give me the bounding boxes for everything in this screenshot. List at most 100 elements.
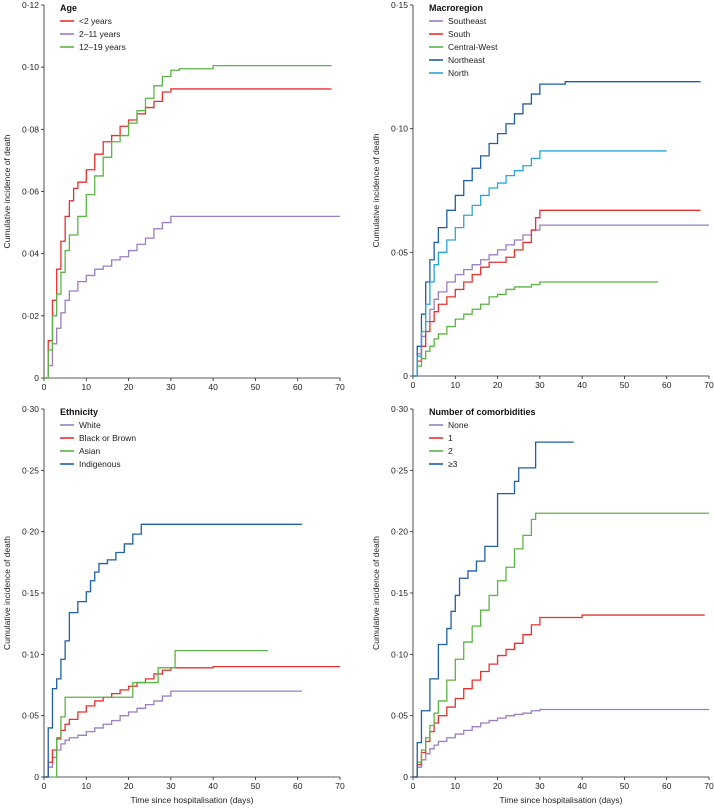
- chart-age: 0 0·02 0·04 0·06 0·08 0·10 0·12 0 10 20 30 40 50 60 70…: [2, 0, 345, 392]
- series-line-0: [413, 224, 709, 377]
- y-tick-label: 0·15: [22, 588, 39, 598]
- y-tick-label: 0·10: [391, 124, 408, 134]
- chart-macroregion: 0 0·05 0·10 0·15 0 10 20 30 40 50 60 70 Cumulative i…: [371, 0, 714, 390]
- series-line-1: [44, 215, 340, 379]
- x-tick-label: 70: [335, 781, 345, 791]
- y-tick-label: 0: [34, 373, 39, 383]
- x-tick-label: 30: [535, 781, 545, 791]
- x-tick-label: 20: [493, 781, 503, 791]
- x-tick-label: 40: [208, 382, 218, 392]
- x-tick-label: 30: [166, 382, 176, 392]
- x-tick-label: 60: [293, 382, 303, 392]
- series-line-2: [44, 64, 332, 379]
- y-tick-label: 0·20: [22, 527, 39, 537]
- series-line-3: [44, 523, 302, 778]
- x-tick-label: 40: [208, 781, 218, 791]
- legend-label: 1: [448, 433, 453, 443]
- x-tick-label: 40: [577, 781, 587, 791]
- y-tick-label: 0: [403, 772, 408, 782]
- y-tick-label: 0·02: [22, 311, 39, 321]
- y-tick-label: 0·10: [22, 62, 39, 72]
- x-tick-label: 50: [620, 781, 630, 791]
- x-tick-label: 60: [662, 380, 672, 390]
- legend-label: ≥3: [448, 459, 458, 469]
- x-tick-label: 50: [251, 781, 261, 791]
- legend-label: Asian: [79, 446, 101, 456]
- legend-label: Indigenous: [79, 459, 121, 469]
- y-tick-label: 0·05: [22, 711, 39, 721]
- legend-label: White: [79, 420, 101, 430]
- legend-label: South: [448, 29, 470, 39]
- x-tick-label: 10: [451, 380, 461, 390]
- x-tick-label: 70: [335, 382, 345, 392]
- legend-label: Black or Brown: [79, 433, 136, 443]
- x-tick-label: 10: [82, 781, 92, 791]
- legend-title: Age: [60, 3, 77, 13]
- x-tick-label: 20: [493, 380, 503, 390]
- x-tick-label: 0: [411, 781, 416, 791]
- legend-title: Macroregion: [429, 3, 483, 13]
- x-tick-label: 10: [82, 382, 92, 392]
- x-tick-label: 10: [451, 781, 461, 791]
- x-tick-label: 60: [293, 781, 303, 791]
- y-tick-label: 0·25: [391, 465, 408, 475]
- legend-title: Number of comorbidities: [429, 407, 536, 417]
- y-tick-label: 0·12: [22, 0, 39, 10]
- y-tick-label: 0·25: [22, 465, 39, 475]
- x-tick-label: 20: [124, 382, 134, 392]
- chart-ethnicity: 0 0·05 0·10 0·15 0·20 0·25 0·30 0 10 20 30 40 50 60 70…: [2, 404, 345, 805]
- series-line-2: [413, 512, 709, 778]
- y-tick-label: 0·30: [391, 404, 408, 414]
- x-tick-label: 20: [124, 781, 134, 791]
- legend-label: <2 years: [79, 16, 112, 26]
- x-tick-label: 50: [251, 382, 261, 392]
- x-tick-label: 0: [411, 380, 416, 390]
- x-tick-label: 40: [577, 380, 587, 390]
- series-line-3: [413, 81, 701, 377]
- series-line-2: [44, 650, 269, 778]
- legend-title: Ethnicity: [60, 407, 98, 417]
- y-tick-label: 0·04: [22, 249, 39, 259]
- y-tick-label: 0: [403, 371, 408, 381]
- legend-label: Southeast: [448, 16, 487, 26]
- x-tick-label: 70: [704, 781, 714, 791]
- y-tick-label: 0·20: [391, 527, 408, 537]
- x-tick-label: 60: [662, 781, 672, 791]
- y-tick-label: 0·05: [391, 711, 408, 721]
- legend-label: 2–11 years: [79, 29, 120, 39]
- series-line-3: [413, 441, 574, 778]
- y-tick-label: 0·05: [391, 247, 408, 257]
- y-tick-label: 0·30: [22, 404, 39, 414]
- legend-label: Central-West: [448, 42, 498, 52]
- x-tick-label: 0: [42, 781, 47, 791]
- y-tick-label: 0·06: [22, 187, 39, 197]
- y-axis-title: Cumulative incidence of death: [2, 536, 12, 650]
- chart-comorbidities: 0 0·05 0·10 0·15 0·20 0·25 0·30 0 10 20 30 40 50 60 70…: [371, 404, 714, 805]
- legend-label: 2: [448, 446, 453, 456]
- y-tick-label: 0·15: [391, 0, 408, 10]
- legend-label: None: [448, 420, 469, 430]
- series-line-0: [44, 690, 302, 778]
- y-axis-title: Cumulative incidence of death: [371, 536, 381, 650]
- y-tick-label: 0·10: [22, 649, 39, 659]
- x-tick-label: 50: [620, 380, 630, 390]
- x-tick-label: 0: [42, 382, 47, 392]
- x-axis-title: Time since hospitalisation (days): [500, 795, 623, 805]
- legend-label: 12–19 years: [79, 42, 126, 52]
- series-line-1: [413, 209, 701, 377]
- y-tick-label: 0: [34, 772, 39, 782]
- legend-label: North: [448, 68, 469, 78]
- series-line-2: [413, 281, 659, 377]
- y-tick-label: 0·10: [391, 649, 408, 659]
- series-line-1: [413, 614, 705, 778]
- series-line-0: [44, 88, 332, 379]
- y-axis-title: Cumulative incidence of death: [371, 133, 381, 247]
- y-axis-title: Cumulative incidence of death: [2, 134, 12, 248]
- y-tick-label: 0·08: [22, 124, 39, 134]
- series-line-1: [44, 665, 340, 778]
- x-tick-label: 30: [535, 380, 545, 390]
- series-line-4: [413, 150, 667, 377]
- x-tick-label: 70: [704, 380, 714, 390]
- legend-label: Northeast: [448, 55, 485, 65]
